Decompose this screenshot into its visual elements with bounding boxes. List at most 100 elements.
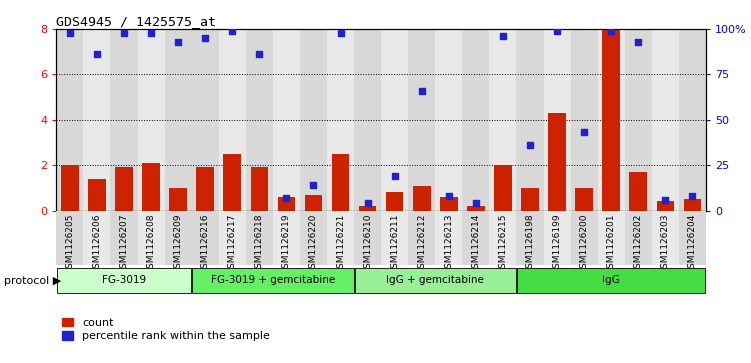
Text: GSM1126220: GSM1126220 (309, 213, 318, 274)
Bar (192, 29, 219, 211)
Bar (440, 197, 457, 211)
Bar (110, 211, 137, 265)
Bar (192, 211, 219, 265)
Point (64, 30, 76, 36)
Bar (278, 197, 295, 211)
Bar (327, 211, 354, 265)
Bar (56, 29, 83, 211)
Bar (679, 211, 706, 265)
Point (280, 195, 292, 201)
Text: GSM1126198: GSM1126198 (526, 213, 535, 274)
Point (226, 28, 238, 34)
Point (253, 52, 265, 57)
Text: GSM1126203: GSM1126203 (661, 213, 670, 274)
Bar (625, 211, 652, 265)
Text: FG-3019 + gemcitabine: FG-3019 + gemcitabine (211, 276, 335, 285)
Point (659, 197, 671, 203)
Bar (354, 29, 381, 211)
Text: GSM1126206: GSM1126206 (92, 213, 101, 274)
Bar (463, 211, 490, 265)
Bar (197, 167, 214, 211)
Bar (83, 29, 110, 211)
Bar (142, 163, 160, 211)
Text: IgG: IgG (602, 276, 620, 285)
Bar (652, 29, 679, 211)
Text: GSM1126200: GSM1126200 (580, 213, 589, 274)
Bar (164, 29, 192, 211)
Text: GSM1126219: GSM1126219 (282, 213, 291, 274)
Bar (490, 211, 517, 265)
FancyBboxPatch shape (354, 268, 516, 293)
Bar (656, 201, 674, 211)
Bar (164, 211, 192, 265)
Bar (683, 199, 701, 211)
Bar (169, 188, 187, 211)
Bar (246, 29, 273, 211)
Bar (115, 167, 133, 211)
Bar (409, 211, 436, 265)
Bar (652, 211, 679, 265)
Point (307, 182, 319, 188)
Point (361, 200, 373, 206)
Point (199, 35, 211, 41)
Bar (544, 211, 571, 265)
Bar (679, 29, 706, 211)
Bar (224, 154, 241, 211)
Bar (517, 211, 544, 265)
Point (443, 193, 455, 199)
Bar (625, 29, 652, 211)
Bar (246, 211, 273, 265)
Text: GSM1126201: GSM1126201 (607, 213, 616, 274)
Bar (219, 211, 246, 265)
Text: GSM1126207: GSM1126207 (119, 213, 128, 274)
Point (578, 130, 590, 135)
Bar (602, 29, 620, 211)
Bar (305, 195, 322, 211)
Bar (409, 29, 436, 211)
Bar (332, 154, 349, 211)
Text: GSM1126202: GSM1126202 (634, 213, 643, 274)
Text: GSM1126212: GSM1126212 (418, 213, 427, 274)
Text: GSM1126211: GSM1126211 (391, 213, 400, 274)
Text: GSM1126216: GSM1126216 (201, 213, 210, 274)
Text: GSM1126214: GSM1126214 (472, 213, 481, 274)
FancyBboxPatch shape (517, 268, 705, 293)
Bar (598, 211, 625, 265)
Text: GSM1126208: GSM1126208 (146, 213, 155, 274)
Text: GSM1126217: GSM1126217 (228, 213, 237, 274)
Bar (251, 167, 268, 211)
Bar (61, 165, 79, 211)
Bar (598, 29, 625, 211)
Text: protocol ▶: protocol ▶ (4, 276, 61, 286)
Bar (548, 113, 566, 211)
Bar (386, 192, 403, 211)
Bar (359, 206, 376, 211)
FancyBboxPatch shape (57, 268, 191, 293)
Bar (137, 29, 164, 211)
Bar (273, 29, 300, 211)
Point (470, 200, 482, 206)
Bar (354, 211, 382, 265)
Point (334, 30, 346, 36)
Point (172, 39, 184, 45)
Bar (219, 29, 246, 211)
Bar (381, 211, 409, 265)
Bar (137, 211, 164, 265)
Bar (436, 29, 463, 211)
Text: GSM1126213: GSM1126213 (445, 213, 454, 274)
Bar (490, 29, 517, 211)
Bar (436, 211, 463, 265)
Point (118, 30, 130, 36)
Bar (110, 29, 137, 211)
Text: GSM1126218: GSM1126218 (255, 213, 264, 274)
Point (91, 52, 103, 57)
Bar (88, 179, 106, 211)
Point (389, 173, 401, 179)
FancyBboxPatch shape (192, 268, 354, 293)
Bar (571, 29, 598, 211)
Text: GSM1126215: GSM1126215 (499, 213, 508, 274)
Text: GSM1126210: GSM1126210 (363, 213, 372, 274)
Text: GSM1126209: GSM1126209 (173, 213, 182, 274)
Bar (544, 29, 571, 211)
Point (145, 30, 157, 36)
